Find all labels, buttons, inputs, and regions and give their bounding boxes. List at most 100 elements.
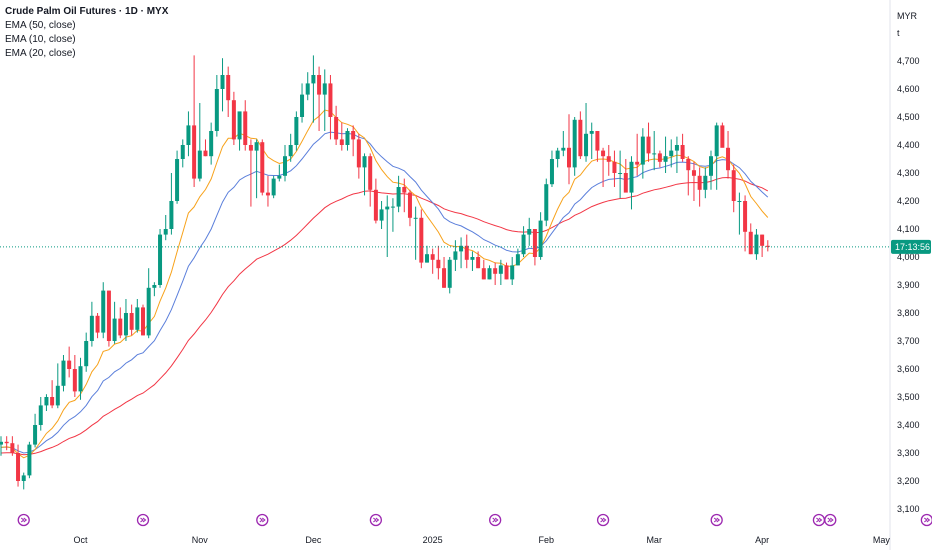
candle-body [317,75,322,95]
candle-body [55,385,60,406]
candle-body [95,315,100,333]
candle-body [504,265,509,280]
candle-body [4,441,9,444]
candle-body [419,217,424,263]
y-tick-label: 3,600 [897,364,920,374]
candle-body [544,184,549,221]
candle-body [487,268,492,280]
candle-body [561,147,566,151]
candle-body [33,425,38,445]
candle-body [493,268,498,274]
y-tick-label: 4,600 [897,84,920,94]
y-tick-label: 3,400 [897,420,920,430]
candle-body [38,405,43,425]
candle-body [425,254,429,263]
chart-legend: Crude Palm Oil Futures · 1D · MYX EMA (5… [5,5,168,61]
candle-body [44,397,49,406]
candle-body [510,265,515,280]
candle-body [498,265,503,274]
candle-body [646,136,651,154]
legend-ema50[interactable]: EMA (50, close) [5,20,76,31]
candle-body [413,217,418,219]
candle-body [61,360,66,386]
candle-body [356,139,361,168]
candle-body [481,268,486,280]
x-tick-label: May [873,535,891,545]
x-tick-label: Oct [74,535,89,545]
candle-body [584,133,589,157]
legend-ema20[interactable]: EMA (20, close) [5,48,76,59]
candle-body [84,341,89,367]
candle-body [629,161,634,193]
candle-body [379,209,384,221]
symbol-title[interactable]: Crude Palm Oil Futures · 1D · MYX [5,6,169,17]
candle-body [549,159,554,185]
candle-body [567,147,571,168]
candle-body [265,192,270,196]
event-arrow-glyph [492,517,499,523]
candle-body [254,142,259,151]
candle-body [277,175,282,179]
candle-body [78,366,83,392]
candle-body [106,290,111,341]
candle-body [430,254,435,260]
candle-body [470,257,475,260]
y-tick-label: 4,200 [897,196,920,206]
candle-body [345,131,350,145]
candle-body [163,229,168,235]
candle-body [288,145,293,157]
candle-body [334,117,339,140]
x-tick-label: Nov [192,535,209,545]
y-tick-label: 3,900 [897,280,920,290]
candle-body [152,285,157,288]
candle-body [737,201,742,202]
candle-body [135,307,140,330]
event-arrow-glyph [373,517,380,523]
candle-body [305,83,310,95]
candle-body [595,131,600,151]
candle-body [538,220,543,257]
candle-body [112,318,117,341]
candle-body [691,170,696,176]
candle-body [231,100,236,140]
candle-body [407,192,412,218]
candle-body [532,229,537,257]
candle-body [197,150,202,179]
candle-body [129,313,134,330]
candle-body [396,187,401,207]
candle-body [674,145,679,151]
candle-body [209,131,214,157]
candle-body [442,268,447,288]
candle-body [606,156,611,162]
y-tick-label: 4,400 [897,140,920,150]
x-tick-label: Dec [305,535,322,545]
price-axis-unit[interactable]: MYR t [897,8,917,42]
candle-body [459,245,464,252]
x-tick-label: 2025 [423,535,443,545]
candle-body [169,201,174,229]
candle-body [186,125,191,145]
candle-body [146,287,151,336]
candle-body [748,231,753,255]
y-tick-label: 3,300 [897,448,920,458]
candle-body [657,153,662,162]
legend-ema10[interactable]: EMA (10, close) [5,34,76,45]
y-tick-label: 3,700 [897,336,920,346]
candle-body [141,307,145,336]
candle-body [351,131,356,140]
candle-body [731,170,736,201]
y-tick-label: 4,700 [897,56,920,66]
candle-body [453,251,458,260]
candle-body [754,234,759,255]
candle-body [237,111,242,140]
candle-body [697,175,702,190]
candle-body [515,254,520,266]
event-arrow-glyph [816,517,823,523]
candle-body [175,159,180,201]
candle-body [527,229,532,235]
candle-body [635,161,640,165]
candle-body [714,125,719,157]
candle-body [760,234,765,246]
